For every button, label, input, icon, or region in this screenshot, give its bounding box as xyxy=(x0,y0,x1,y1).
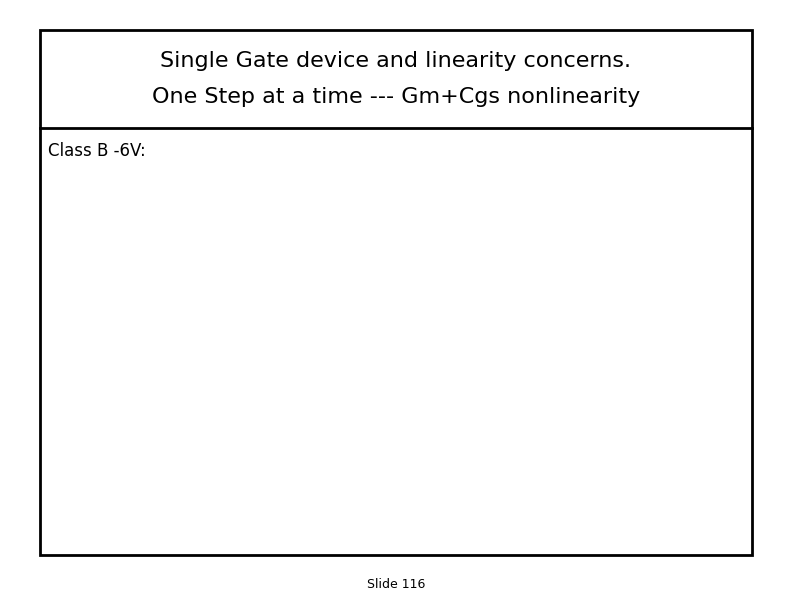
Text: Class B -6V:: Class B -6V: xyxy=(48,142,146,160)
Text: Slide 116: Slide 116 xyxy=(367,578,425,592)
Bar xyxy=(40,30,752,555)
Text: One Step at a time --- Gm+Cgs nonlinearity: One Step at a time --- Gm+Cgs nonlineari… xyxy=(152,87,640,107)
Text: Single Gate device and linearity concerns.: Single Gate device and linearity concern… xyxy=(161,51,631,71)
